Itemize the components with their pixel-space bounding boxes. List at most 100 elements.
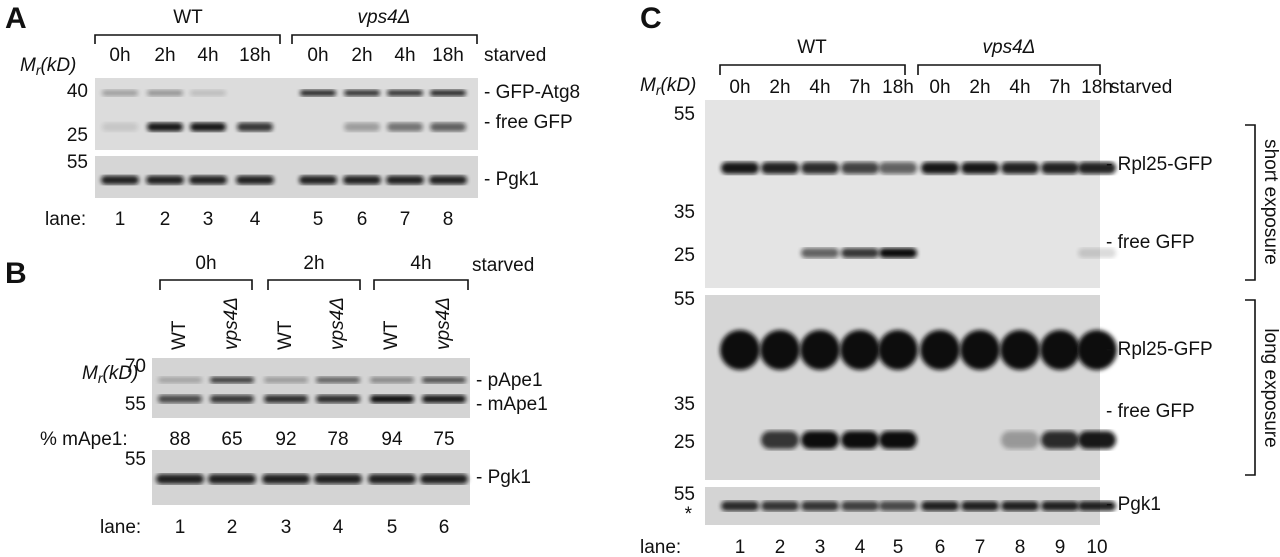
band	[387, 122, 423, 132]
time-label: 7h	[849, 77, 870, 98]
band	[721, 162, 759, 174]
band	[158, 395, 202, 403]
time-label: 0h	[307, 45, 328, 66]
band	[960, 330, 1000, 370]
band	[1078, 162, 1116, 174]
blot	[152, 450, 470, 505]
band	[430, 122, 466, 132]
group-label: vps4Δ	[983, 37, 1036, 58]
percent: 65	[221, 429, 242, 450]
lane-number: 4	[333, 517, 344, 538]
mr-m: M	[20, 55, 36, 76]
band	[189, 175, 227, 185]
strain-label: WT	[275, 320, 296, 350]
bracket	[94, 34, 1256, 476]
marker: 40	[67, 81, 88, 102]
band	[841, 431, 879, 449]
mr-m: M	[82, 363, 98, 384]
band-label: - Pgk1	[484, 169, 539, 190]
band	[1077, 330, 1117, 370]
strain-label: WT	[169, 320, 190, 350]
band	[1001, 501, 1039, 511]
band	[314, 474, 362, 484]
mr-r: r	[98, 370, 104, 386]
blots	[94, 34, 1256, 525]
band	[1001, 162, 1039, 174]
band	[921, 501, 959, 511]
band	[344, 122, 380, 132]
panel-letter: A	[5, 2, 27, 35]
band	[264, 377, 308, 383]
label: lane:	[640, 537, 681, 557]
band	[1041, 501, 1079, 511]
lane-number: 6	[439, 517, 450, 538]
time-label: 2h	[154, 45, 175, 66]
band-label: - pApe1	[476, 370, 543, 391]
mr-r: r	[656, 82, 662, 98]
band	[370, 377, 414, 383]
time-label: 2h	[769, 77, 790, 98]
lane-number: 6	[357, 209, 368, 230]
band	[879, 162, 917, 174]
band	[343, 175, 381, 185]
band	[210, 377, 254, 383]
band-label: - Pgk1	[1106, 494, 1161, 515]
band	[101, 175, 139, 185]
marker: 35	[674, 394, 695, 415]
band-label: - Rpl25-GFP	[1106, 154, 1213, 175]
time-label: 4h	[197, 45, 218, 66]
band	[801, 248, 839, 258]
band	[961, 501, 999, 511]
band	[921, 162, 959, 174]
exposure-label: long exposure	[1260, 328, 1280, 447]
band	[102, 90, 138, 96]
mr-label: Mr(kD)	[20, 55, 76, 78]
band	[801, 431, 839, 449]
band	[761, 431, 799, 449]
band-label: - mApe1	[476, 394, 548, 415]
time-label: 18h	[432, 45, 464, 66]
lane-number: 8	[443, 209, 454, 230]
group-label: vps4Δ	[358, 7, 411, 28]
label: starved	[484, 45, 546, 66]
blot	[95, 78, 478, 150]
exposure-label: short exposure	[1260, 139, 1280, 265]
marker: 25	[67, 125, 88, 146]
band	[147, 122, 183, 132]
band	[1078, 248, 1116, 258]
time-label: 4h	[1009, 77, 1030, 98]
percent: 94	[381, 429, 403, 450]
strain-label: vps4Δ	[327, 297, 348, 350]
band	[344, 90, 380, 96]
band	[841, 501, 879, 511]
band	[147, 90, 183, 96]
blot	[705, 100, 1100, 288]
marker: 55	[674, 289, 695, 310]
band-label: - free GFP	[1106, 401, 1195, 422]
lane-number: 3	[815, 537, 826, 557]
band	[300, 90, 336, 96]
label: lane:	[100, 517, 141, 538]
mr-unit: (kD)	[103, 363, 139, 384]
lane-number: 2	[160, 209, 171, 230]
time-label: 2h	[303, 253, 324, 274]
marker: 55	[674, 104, 695, 125]
band	[1078, 501, 1116, 511]
marker: 35	[674, 202, 695, 223]
marker: 55	[674, 484, 695, 505]
time-label: 0h	[929, 77, 950, 98]
mr-m: M	[640, 75, 656, 96]
band	[761, 162, 799, 174]
band	[720, 330, 760, 370]
lane-number: 1	[175, 517, 186, 538]
panel-letter: B	[5, 257, 27, 290]
band	[190, 122, 226, 132]
band	[801, 162, 839, 174]
time-label: 2h	[351, 45, 372, 66]
band	[262, 474, 310, 484]
band	[841, 248, 879, 258]
band	[208, 474, 256, 484]
band	[841, 162, 879, 174]
band	[210, 395, 254, 403]
